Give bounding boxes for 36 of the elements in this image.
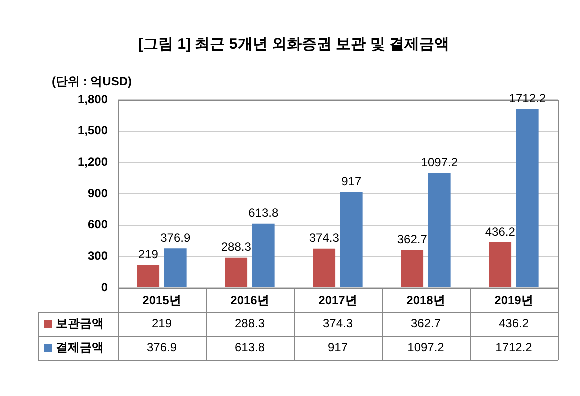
- chart-title: [그림 1] 최근 5개년 외화증권 보관 및 결제금액: [138, 36, 450, 54]
- annotation: 1097.2: [421, 156, 458, 170]
- data-label: 436.2: [498, 316, 530, 330]
- y-tick-label: 1,800: [78, 92, 108, 106]
- data-label: 374.3: [322, 316, 354, 330]
- annotation: 613.8: [248, 206, 279, 220]
- data-label: 288.3: [234, 316, 266, 330]
- annotation: 362.7: [397, 232, 428, 246]
- annotation: 374.3: [309, 231, 340, 246]
- x-tick-label: 2018년: [406, 294, 446, 308]
- data-label: 917: [328, 340, 348, 354]
- legend-label: 결제금액: [56, 340, 104, 354]
- annotation: 436.2: [485, 224, 516, 239]
- y-tick-label: 1,500: [78, 124, 108, 138]
- x-tick-label: 2019년: [494, 294, 534, 308]
- y-tick-label: 300: [88, 248, 108, 263]
- text: (단위 : 억USD): [52, 74, 132, 88]
- y-tick-label: 0: [101, 280, 108, 294]
- x-tick-label: 2017년: [318, 294, 358, 308]
- data-label: 362.7: [410, 316, 442, 330]
- x-tick-label: 2016년: [230, 294, 270, 308]
- data-label: 613.8: [234, 340, 266, 354]
- annotation: 219: [138, 247, 159, 262]
- annotation: 1712.2: [509, 91, 546, 106]
- annotation: 288.3: [221, 240, 252, 254]
- y-tick-label: 600: [88, 218, 108, 232]
- data-label: 1097.2: [408, 340, 445, 354]
- data-label: 376.9: [146, 340, 178, 354]
- y-tick-label: 1,200: [78, 154, 108, 169]
- x-tick-label: 2015년: [142, 294, 182, 308]
- data-label: 1712.2: [496, 340, 533, 354]
- legend-label: 보관금액: [56, 316, 104, 330]
- data-label: 219: [152, 316, 172, 330]
- annotation: 376.9: [160, 230, 191, 245]
- y-tick-label: 900: [88, 186, 108, 200]
- annotation: 917: [342, 174, 362, 189]
